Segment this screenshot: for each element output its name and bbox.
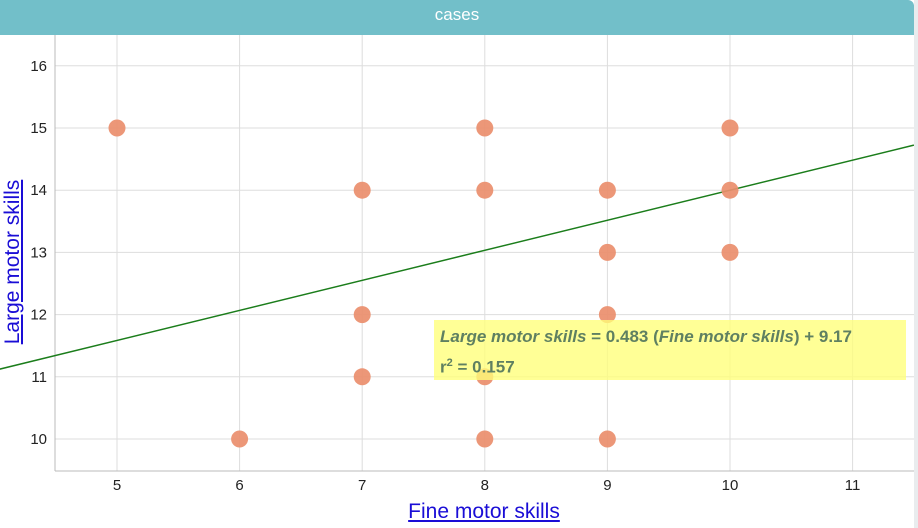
- y-tick-label: 16: [30, 58, 47, 75]
- graph-title: cases: [434, 5, 480, 24]
- data-point[interactable]: [353, 368, 371, 386]
- x-axis-title[interactable]: Fine motor skills: [408, 500, 560, 523]
- equation-line: Large motor skills = 0.483 (Fine motor s…: [440, 324, 900, 350]
- y-axis-title[interactable]: Large motor skills: [1, 179, 24, 345]
- y-tick-label: 10: [30, 431, 47, 448]
- tick-labels: 5 6 7 8 9 10 11 10 11 12 13 14 15 16: [30, 58, 860, 494]
- x-tick-label: 8: [481, 477, 489, 494]
- y-tick-label: 15: [30, 120, 47, 137]
- data-point[interactable]: [721, 181, 739, 199]
- regression-line[interactable]: [0, 144, 914, 370]
- x-tick-label: 6: [235, 477, 243, 494]
- y-tick-label: 11: [31, 369, 47, 386]
- y-tick-label: 14: [30, 182, 47, 199]
- data-point[interactable]: [353, 181, 371, 199]
- equation-intercept: ) + 9.17: [793, 327, 852, 346]
- data-point[interactable]: [353, 306, 371, 324]
- data-point[interactable]: [476, 430, 494, 448]
- data-point[interactable]: [476, 119, 494, 137]
- r-squared-label: r: [440, 357, 447, 377]
- x-tick-label: 9: [603, 477, 611, 494]
- data-points[interactable]: [108, 119, 739, 448]
- data-point[interactable]: [598, 243, 616, 261]
- x-axis-title-wrap: Fine motor skills: [0, 500, 918, 524]
- right-edge: [914, 0, 918, 528]
- r-squared-sup: 2: [446, 357, 453, 369]
- data-point[interactable]: [598, 306, 616, 324]
- r-squared-line: r2 = 0.157: [440, 350, 900, 381]
- data-point[interactable]: [476, 181, 494, 199]
- data-point[interactable]: [721, 243, 739, 261]
- x-tick-label: 5: [113, 477, 121, 494]
- grid-lines: [55, 35, 914, 471]
- graph-title-bar[interactable]: cases: [0, 0, 914, 35]
- y-axis-title-wrap: Large motor skills: [1, 177, 25, 347]
- data-point[interactable]: [598, 430, 616, 448]
- equation-coef: = 0.483 (: [586, 327, 659, 346]
- x-tick-label: 11: [845, 477, 861, 494]
- data-point[interactable]: [721, 119, 739, 137]
- x-tick-label: 7: [358, 477, 366, 494]
- regression-equation-box[interactable]: Large motor skills = 0.483 (Fine motor s…: [434, 320, 906, 380]
- y-tick-label: 13: [30, 244, 47, 261]
- data-point[interactable]: [108, 119, 126, 137]
- y-tick-label: 12: [30, 307, 47, 324]
- equation-x-name: Fine motor skills: [658, 327, 794, 346]
- data-point[interactable]: [598, 181, 616, 199]
- r-squared-value: = 0.157: [452, 357, 515, 377]
- equation-y-name: Large motor skills: [440, 327, 587, 346]
- axes: [54, 35, 914, 472]
- regression-line-group[interactable]: [0, 144, 914, 370]
- x-tick-label: 10: [722, 477, 739, 494]
- data-point[interactable]: [231, 430, 249, 448]
